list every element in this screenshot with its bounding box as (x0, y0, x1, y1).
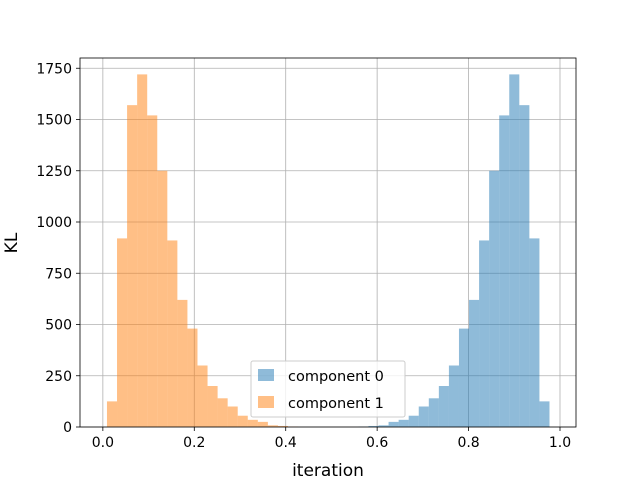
legend: component 0 component 1 (250, 360, 406, 418)
bar-component-1-bin-8 (187, 328, 198, 427)
y-tick-label-5: 1250 (36, 164, 72, 180)
legend-label-component-1: component 1 (288, 396, 384, 412)
plot-frame (79, 57, 577, 428)
y-tick-label-7: 1750 (36, 61, 72, 77)
bar-component-0-bin-26 (368, 425, 379, 427)
bar-component-1-bin-10 (207, 386, 218, 427)
x-tick-label-0: 0.0 (92, 435, 114, 451)
bar-component-1-bin-12 (227, 406, 238, 427)
bar-component-0-bin-40 (509, 74, 520, 428)
y-tick-label-6: 1500 (36, 113, 72, 129)
y-tick-label-4: 1000 (36, 215, 72, 231)
x-tick-label-1: 0.2 (183, 435, 205, 451)
bar-component-1-bin-9 (197, 365, 208, 427)
bar-component-1-bin-14 (247, 419, 258, 427)
y-tick-label-1: 250 (45, 369, 72, 385)
bar-component-1-bin-13 (237, 415, 248, 427)
bar-component-0-bin-34 (448, 365, 459, 427)
legend-box (250, 360, 406, 418)
bar-component-0-bin-33 (438, 386, 449, 427)
x-axis-label: iteration (292, 461, 364, 480)
bar-component-1-bin-5 (157, 170, 168, 427)
histogram-bars (106, 74, 550, 428)
bar-component-1-bin-16 (267, 425, 278, 427)
bar-component-0-bin-38 (489, 170, 500, 427)
y-tick-label-3: 750 (45, 266, 72, 282)
x-tick-label-2: 0.4 (275, 435, 297, 451)
bar-component-0-bin-43 (539, 401, 550, 427)
bar-component-0-bin-30 (408, 415, 419, 427)
bar-component-1-bin-11 (217, 398, 228, 427)
x-axis-ticks: 0.0 0.2 0.4 0.6 0.8 1.0 (92, 427, 571, 451)
bar-component-1-bin-4 (147, 115, 158, 428)
bar-component-1-bin-6 (167, 240, 178, 427)
bar-component-1-bin-3 (137, 74, 148, 428)
x-tick-label-5: 1.0 (549, 435, 571, 451)
bar-component-0-bin-37 (479, 240, 490, 427)
legend-swatch-component-0 (258, 369, 274, 381)
bar-component-0-bin-27 (378, 425, 389, 427)
bar-component-0-bin-29 (398, 419, 409, 427)
bar-component-1-bin-0 (106, 401, 118, 427)
bar-component-0-bin-35 (458, 328, 470, 427)
bar-component-0-bin-39 (499, 115, 510, 428)
bar-component-0-bin-32 (428, 398, 439, 427)
bar-component-1-bin-1 (117, 238, 128, 427)
bar-component-0-bin-41 (519, 105, 530, 428)
bar-component-1-bin-15 (257, 421, 268, 427)
legend-swatch-component-1 (258, 396, 274, 408)
y-tick-label-2: 500 (45, 318, 72, 334)
x-tick-label-4: 0.8 (457, 435, 479, 451)
y-tick-label-0: 0 (63, 420, 72, 436)
bar-component-0-bin-31 (418, 406, 429, 427)
y-axis-label: KL (2, 232, 22, 253)
bar-component-1-bin-17 (277, 425, 288, 427)
bar-component-0-bin-36 (469, 299, 480, 427)
y-axis-ticks: 0 250 500 750 1000 1250 1500 1750 (36, 61, 80, 436)
legend-label-component-0: component 0 (288, 369, 384, 385)
bar-component-0-bin-42 (529, 238, 540, 427)
x-tick-label-3: 0.6 (366, 435, 388, 451)
bar-component-0-bin-28 (388, 421, 399, 427)
bar-component-1-bin-2 (127, 105, 138, 428)
bar-component-1-bin-7 (177, 299, 188, 427)
